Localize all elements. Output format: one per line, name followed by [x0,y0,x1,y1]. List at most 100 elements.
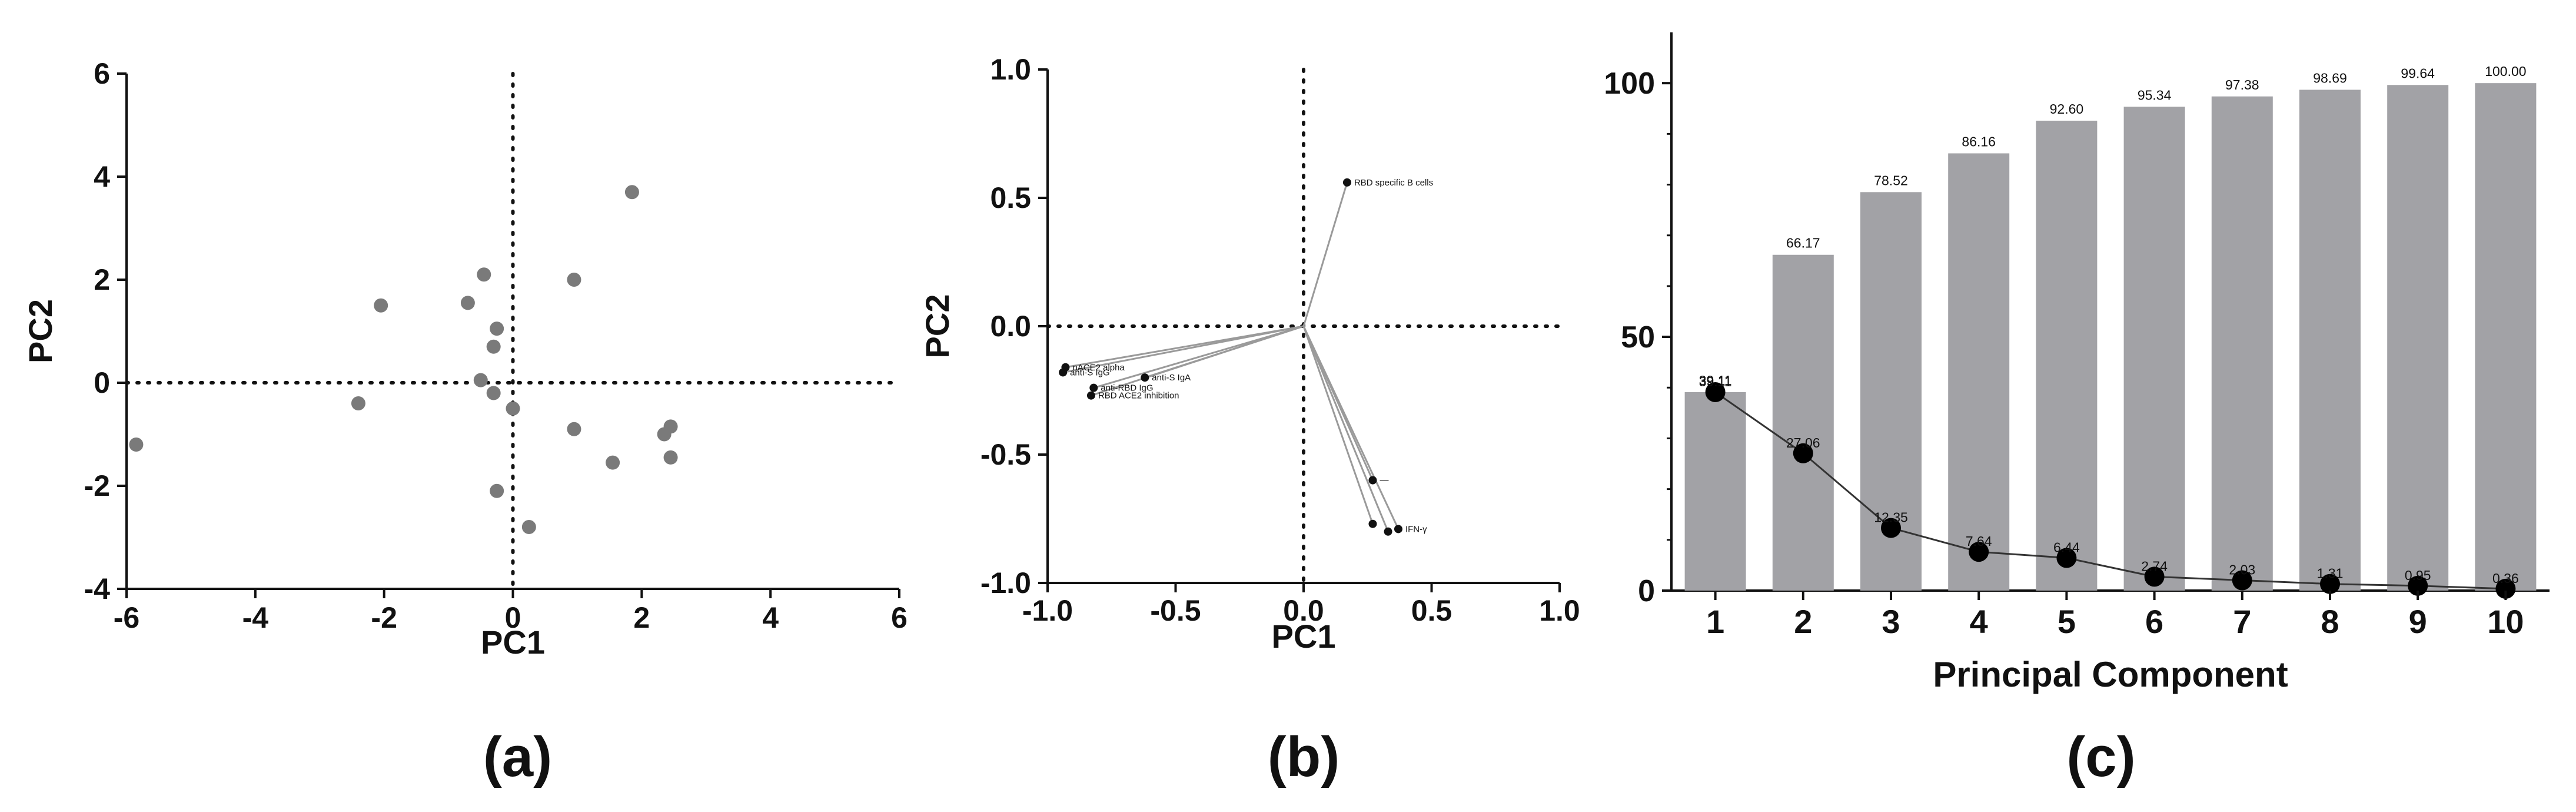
loading-vector [1302,326,1400,530]
x-tick-label: 6 [891,601,908,634]
data-point [606,455,620,470]
y-tick-label: 0 [94,366,110,399]
data-point [486,339,501,354]
y-tick-label: 100 [1604,67,1655,101]
x-axis-label: PC1 [481,624,545,661]
x-tick-label: 3 [1882,603,1900,640]
loading-vector [1062,325,1304,373]
bar [2123,107,2185,591]
line-value-label: 1.31 [2317,566,2344,581]
x-tick-label: 2 [633,601,650,634]
loading-label: anti-S IgG [1070,367,1110,377]
loading-point [1342,178,1351,187]
bar-value-label: 78.52 [1874,173,1908,188]
bar [2387,85,2449,591]
x-axis-label: PC1 [1272,618,1336,655]
loading-label: RBD ACE2 inhibition [1098,391,1179,401]
bar-value-label: 92.60 [2050,101,2084,117]
loading-vector [1091,325,1304,397]
bar-value-label: 99.64 [2401,65,2435,81]
data-point [486,386,501,400]
x-tick-label: 1.0 [1539,594,1580,627]
x-tick-label: 7 [2233,603,2251,640]
data-point [477,267,491,282]
line-point [1793,443,1813,463]
loading-label: RBD specific B cells [1354,178,1433,188]
loading-vector [1093,325,1304,389]
line-point [1881,518,1901,538]
line-point [2232,570,2252,591]
line-point [2144,566,2165,587]
y-tick-label: -0.5 [980,438,1031,471]
x-tick-label: -6 [114,601,139,634]
loading-point [1394,525,1402,533]
x-tick-label: 5 [2058,603,2076,640]
panel-label: (a) [483,725,552,788]
bar [2299,90,2361,591]
y-tick-label: 6 [94,57,110,90]
x-tick-label: 0 [505,601,521,634]
panel-b-loadings: -1.0 -0.5 0.0 0.5 1.0 -1.0 -0.5 0.0 0.5 1.0 RBD sp… [919,53,1580,788]
bar [2211,96,2273,591]
line-value-label: 6.44 [2053,539,2080,555]
loading-vector [1302,326,1374,525]
line-value-label: 2.03 [2229,562,2255,578]
line-point [2495,578,2516,599]
bar [1948,153,2010,591]
x-tick-label: -0.5 [1150,594,1201,627]
data-point [567,422,581,436]
loading-label: IFN-γ [1405,524,1427,534]
x-tick-label: 0.0 [1283,594,1324,627]
bar [2036,120,2098,591]
line-point [2056,548,2077,568]
bar-value-label: 95.34 [2138,87,2172,102]
y-axis-label: PC2 [22,299,59,363]
bar [1684,392,1746,591]
line-point [2320,574,2340,594]
bar-value-label: 97.38 [2225,77,2259,92]
loading-vector [1302,182,1348,327]
y-tick-label: 1.0 [990,53,1031,86]
bar-value-label: 98.69 [2313,70,2347,85]
y-tick-label: -2 [84,469,110,502]
loading-point [1059,368,1068,377]
x-tick-label: -4 [242,601,269,634]
data-point [506,401,520,416]
loading-label: anti-S IgA [1152,373,1191,383]
line-value-label: 7.64 [1966,533,1992,549]
line-value-label: 0.95 [2405,568,2431,583]
x-tick-label: 9 [2409,603,2427,640]
loading-label: — [1380,476,1388,486]
bar [1772,254,1834,591]
data-point [490,483,504,498]
loading-label: anti-RBD IgG [1101,383,1153,393]
line-point [1705,382,1726,402]
y-tick-label: -4 [84,572,111,605]
loading-point [1368,519,1377,528]
panel-label: (c) [2066,725,2135,788]
panel-c-scree: 0 50 100 39.11 66.17 78.52 86.16 92.60 95.34 97.3… [1604,32,2550,788]
line-value-label: 27.06 [1786,435,1820,450]
x-tick-label: 4 [762,601,779,634]
x-tick-label: 1 [1706,603,1724,640]
x-tick-label: 8 [2321,603,2339,640]
data-point [663,419,678,434]
x-axis-label: Principal Component [1933,655,2288,694]
line-value-label: 39.11 [1699,374,1732,389]
loading-label: nACE2 alpha [1072,363,1125,373]
y-tick-label: 2 [94,263,110,296]
line-value-label: 0.36 [2492,571,2519,586]
bar-value-label: 86.16 [1962,134,1996,149]
bar-value-label: 66.17 [1786,236,1820,251]
y-tick-label: 4 [94,160,110,193]
data-point [624,185,639,200]
line-point [2408,575,2428,596]
x-tick-label: 2 [1794,603,1812,640]
data-point [663,450,678,465]
x-tick-label: 6 [2145,603,2163,640]
data-point [460,296,475,310]
x-tick-label: -1.0 [1022,594,1073,627]
loading-point [1368,476,1377,485]
series-line [1714,391,2506,590]
